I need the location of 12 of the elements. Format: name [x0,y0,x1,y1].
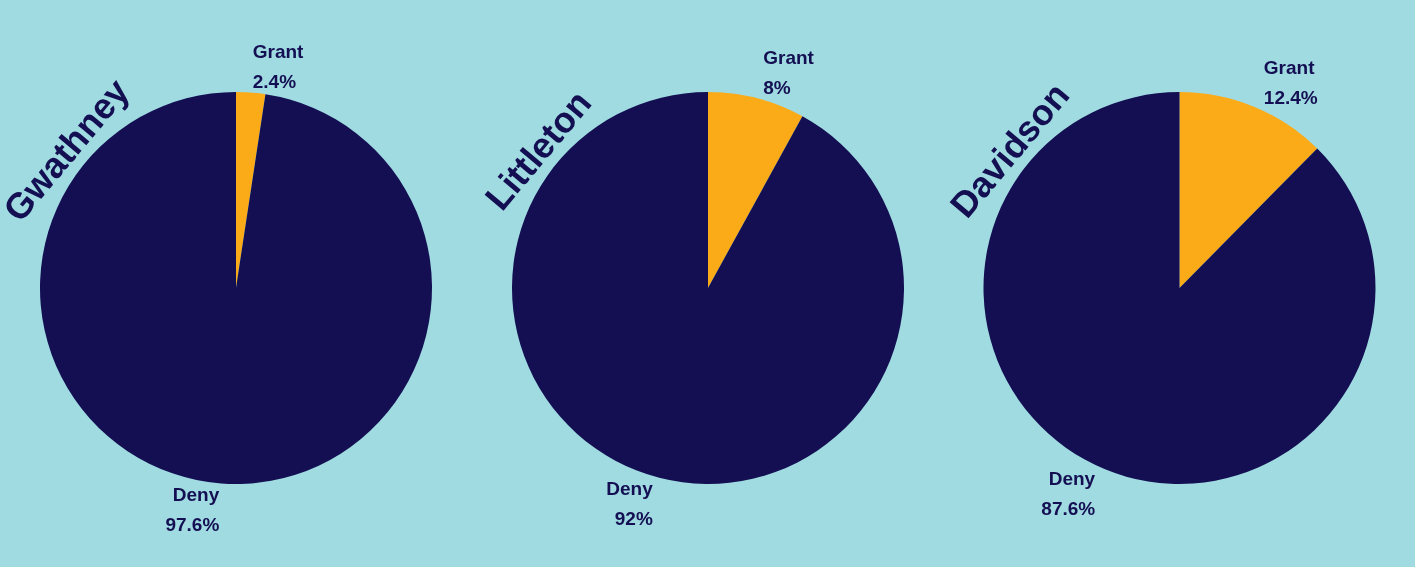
slice-label: Deny [606,477,654,499]
data-label: 92% [614,507,653,529]
data-label: 87.6% [1041,497,1096,519]
slice-label: Deny [1048,467,1096,489]
slice-label: Deny [172,483,220,505]
data-label: 97.6% [165,513,220,535]
data-label: 8% [763,77,791,99]
slice-label: Grant [763,47,815,69]
data-label: 12.4% [1263,87,1318,109]
data-label: 2.4% [252,71,297,93]
slice-label: Grant [1263,57,1316,79]
slice-label: Grant [252,41,305,63]
